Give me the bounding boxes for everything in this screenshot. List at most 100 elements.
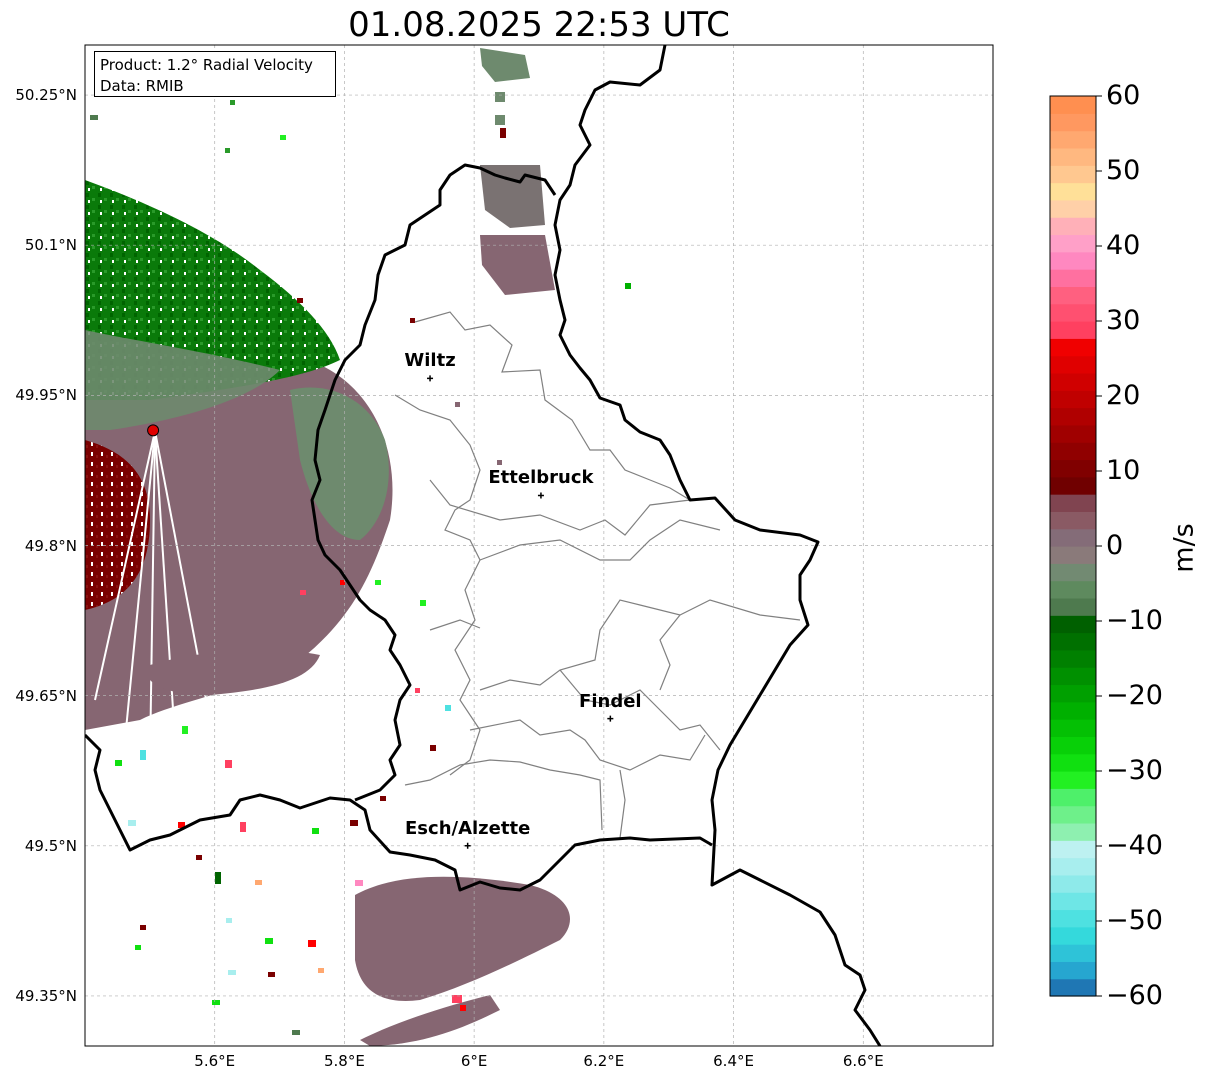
colorbar-band	[1050, 355, 1096, 374]
colorbar-band	[1050, 874, 1096, 893]
echo-west-band	[150, 649, 320, 695]
colorbar-frame	[1049, 95, 1097, 997]
colorbar-band	[1050, 892, 1096, 911]
colorbar-band	[1050, 459, 1096, 478]
colorbar-band	[1050, 182, 1096, 201]
lon-tick-label: 6.6°E	[842, 1052, 884, 1070]
colorbar-band	[1050, 476, 1096, 495]
colorbar-band	[1050, 736, 1096, 755]
colorbar-band	[1050, 234, 1096, 253]
echo-south	[355, 876, 570, 1001]
echo-north-3	[480, 235, 555, 295]
grid-lines	[85, 45, 993, 1046]
colorbar-band	[1050, 442, 1096, 461]
echo-area-gray-green	[290, 387, 389, 540]
colorbar-band	[1050, 511, 1096, 530]
colorbar-band	[1050, 165, 1096, 184]
colorbar-band	[1050, 840, 1096, 859]
colorbar-band	[1050, 424, 1096, 443]
city-marker	[464, 842, 471, 849]
city-label: Wiltz	[404, 350, 456, 372]
colorbar-tick-label: 60	[1106, 80, 1141, 111]
colorbar-band	[1050, 788, 1096, 807]
colorbar-band	[1050, 667, 1096, 686]
colorbar-tick-label: −10	[1106, 605, 1163, 636]
colorbar-tick-label: −30	[1106, 755, 1163, 786]
echo-north-1	[480, 48, 530, 82]
colorbar-tick-label: −40	[1106, 830, 1163, 861]
lat-tick-label: 49.95°N	[15, 386, 77, 405]
colorbar-band	[1050, 286, 1096, 305]
colorbar-band	[1050, 199, 1096, 218]
echo-scatter	[90, 92, 631, 1035]
colorbar-band	[1050, 147, 1096, 166]
echo-area-red	[85, 440, 150, 610]
colorbar-band	[1050, 528, 1096, 547]
colorbar-band	[1050, 632, 1096, 651]
colorbar-band	[1050, 926, 1096, 945]
lat-tick-label: 50.1°N	[24, 236, 77, 255]
city-marker	[427, 375, 434, 382]
colorbar-band	[1050, 753, 1096, 772]
colorbar-band	[1050, 113, 1096, 132]
echo-area-mixed	[85, 330, 280, 430]
colorbar-band	[1050, 407, 1096, 426]
colorbar-band	[1050, 649, 1096, 668]
product-label: Product: 1.2° Radial Velocity	[100, 56, 313, 74]
colorbar-tick-label: −50	[1106, 905, 1163, 936]
map-frame	[84, 44, 994, 1047]
colorbar-band	[1050, 580, 1096, 599]
colorbar-tick-label: 0	[1106, 530, 1124, 561]
colorbar-band	[1050, 96, 1096, 114]
colorbar-band	[1050, 909, 1096, 928]
colorbar-band	[1050, 805, 1096, 824]
canton-boundaries	[394, 311, 801, 839]
national-borders	[85, 45, 882, 1046]
city-marker	[537, 492, 544, 499]
lon-tick-label: 6°E	[460, 1052, 488, 1070]
colorbar-tick-label: 20	[1106, 380, 1141, 411]
colorbar-bands	[1050, 96, 1096, 997]
colorbar-band	[1050, 857, 1096, 876]
colorbar-band	[1050, 701, 1096, 720]
colorbar-tick-label: 50	[1106, 155, 1141, 186]
radar-site-marker	[147, 424, 160, 437]
colorbar-unit-label: m/s	[1168, 523, 1200, 573]
colorbar-band	[1050, 563, 1096, 582]
colorbar-band	[1050, 822, 1096, 841]
lat-tick-label: 50.25°N	[15, 86, 77, 105]
city-label: Esch/Alzette	[405, 817, 531, 839]
colorbar-band	[1050, 494, 1096, 512]
colorbar-band	[1050, 372, 1096, 391]
city-markers	[427, 375, 614, 849]
colorbar-band	[1050, 684, 1096, 703]
colorbar-band	[1050, 217, 1096, 236]
colorbar-tick-label: 10	[1106, 455, 1141, 486]
colorbar-band	[1050, 269, 1096, 287]
colorbar-band	[1050, 390, 1096, 409]
colorbar-band	[1050, 944, 1096, 962]
city-marker	[607, 715, 614, 722]
city-label: Findel	[579, 690, 642, 712]
data-source-label: Data: RMIB	[100, 77, 184, 95]
map-title: 01.08.2025 22:53 UTC	[348, 5, 730, 45]
lon-tick-label: 5.6°E	[194, 1052, 236, 1070]
colorbar-band	[1050, 978, 1096, 997]
lat-tick-label: 49.8°N	[24, 536, 77, 555]
colorbar-tick-marks	[1096, 95, 1102, 997]
colorbar-band	[1050, 546, 1096, 564]
colorbar-band	[1050, 597, 1096, 616]
product-info-box: Product: 1.2° Radial Velocity Data: RMIB	[94, 51, 336, 97]
colorbar-band	[1050, 615, 1096, 634]
colorbar-band	[1050, 961, 1096, 980]
colorbar-band	[1050, 719, 1096, 737]
colorbar-band	[1050, 303, 1096, 322]
lat-tick-label: 49.65°N	[15, 686, 77, 705]
colorbar-band	[1050, 321, 1096, 339]
blockage-rays	[94, 430, 211, 761]
colorbar-tick-label: −60	[1106, 980, 1163, 1011]
colorbar-tick-label: 30	[1106, 305, 1141, 336]
lon-tick-label: 6.4°E	[713, 1052, 754, 1070]
lat-tick-label: 49.35°N	[15, 986, 77, 1005]
